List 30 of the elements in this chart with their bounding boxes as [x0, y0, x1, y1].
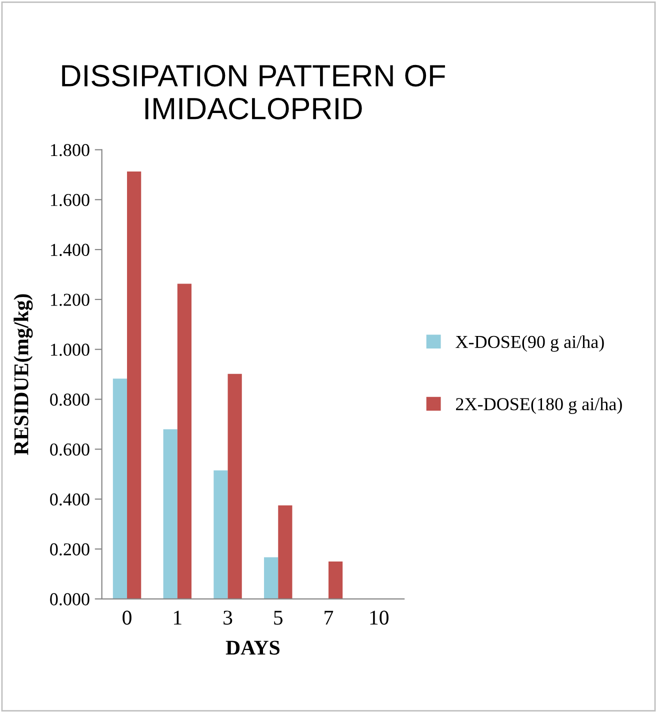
x-tick-label: 5	[274, 610, 283, 625]
x-tick-label: 0	[122, 610, 132, 625]
bar	[328, 561, 343, 599]
bar	[228, 374, 242, 599]
x-axis-title: DAYS	[226, 640, 280, 655]
x-tick-label: 3	[224, 610, 232, 625]
y-tick-label: 1.600	[50, 194, 90, 206]
legend-label: X-DOSE(90 g ai/ha)	[456, 335, 604, 352]
bar	[127, 171, 142, 599]
y-tick-label: 1.800	[50, 144, 90, 156]
legend-label: 2X-DOSE(180 g ai/ha)	[456, 398, 622, 414]
bar	[112, 378, 128, 599]
y-tick-label: 1.000	[50, 344, 90, 356]
y-tick-label: 0.200	[50, 543, 90, 556]
y-tick-label: 0.400	[50, 493, 90, 506]
bar	[264, 557, 278, 599]
y-tick-label: 0.800	[50, 394, 90, 406]
y-tick-label: 0.000	[50, 593, 90, 606]
bar	[214, 470, 228, 599]
x-tick-label: 10	[370, 610, 388, 625]
y-tick-label: 1.400	[50, 244, 90, 256]
y-axis-title: RESIDUE(mg/kg)	[14, 294, 33, 455]
y-tick-label: 1.200	[50, 294, 90, 306]
bar	[163, 429, 178, 599]
chart-title: DISSIPATION PATTERN OF IMIDACLOPRID	[62, 64, 445, 120]
x-tick-label: 7	[324, 610, 334, 624]
x-tick-label: 1	[174, 610, 182, 624]
y-tick-label: 0.600	[50, 443, 90, 456]
bar	[177, 284, 192, 599]
bar	[278, 505, 292, 599]
